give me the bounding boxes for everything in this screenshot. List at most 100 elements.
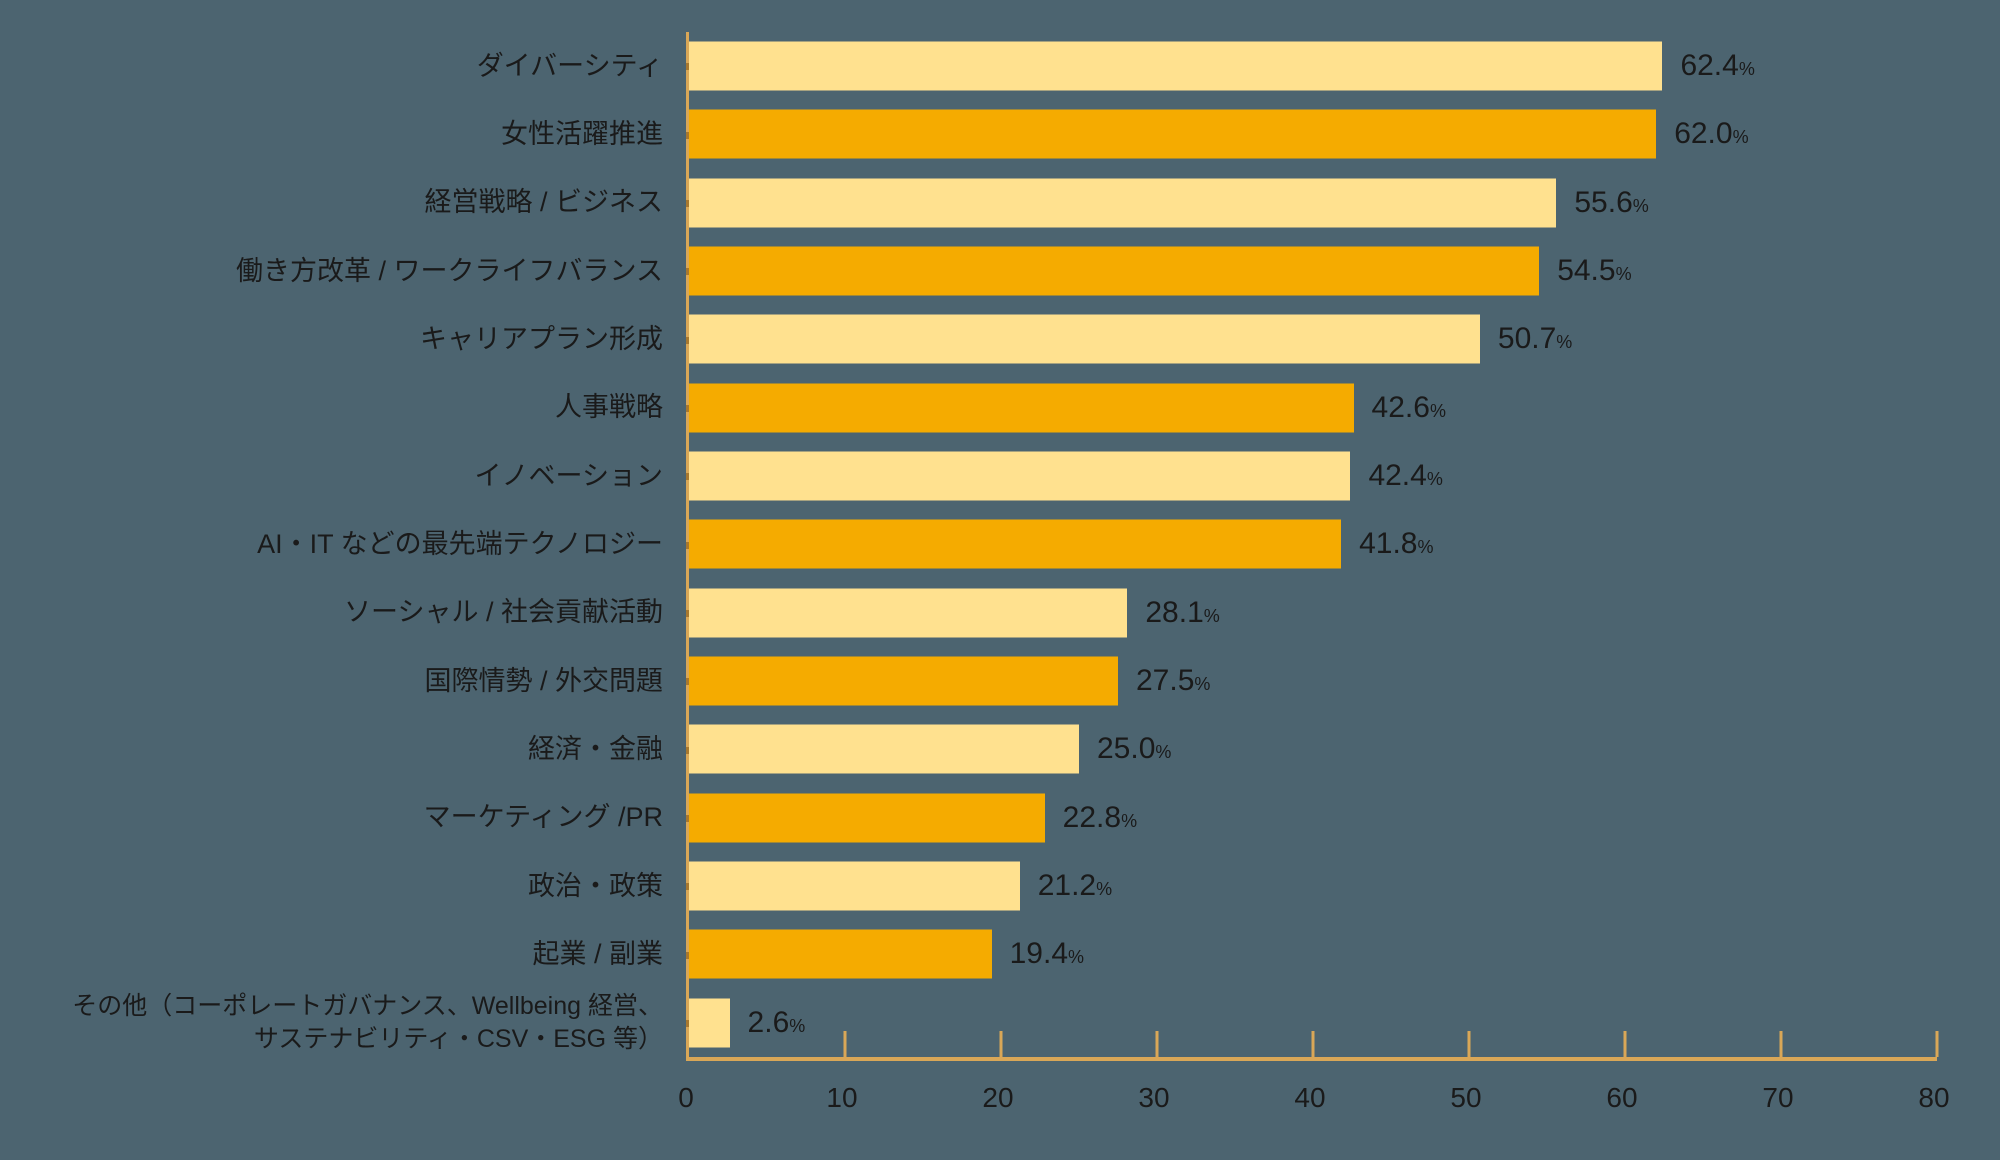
value-number: 19.4 xyxy=(1009,937,1069,971)
bar xyxy=(689,588,1128,638)
bar xyxy=(689,109,1657,159)
value-label: 41.8% xyxy=(1359,527,1433,561)
value-number: 62.4 xyxy=(1680,49,1739,83)
percent-suffix: % xyxy=(1417,537,1434,558)
value-number: 41.8 xyxy=(1359,527,1418,561)
category-axis-labels: ダイバーシティ 女性活躍推進 経営戦略 / ビジネス 働き方改革 / ワークライフバラ… xyxy=(0,32,663,1057)
category-axis-tick xyxy=(686,404,689,412)
bar xyxy=(689,246,1540,296)
x-axis-tick xyxy=(1779,1031,1783,1057)
value-label: 2.6% xyxy=(748,1006,806,1040)
percent-suffix: % xyxy=(789,1015,806,1036)
bar-row: 62.0% xyxy=(689,100,1937,168)
category-label: 経営戦略 / ビジネス xyxy=(424,187,663,218)
category-label: AI・IT などの最先端テクノロジー xyxy=(257,528,663,559)
x-tick-label: 80 xyxy=(1918,1082,1950,1113)
percent-suffix: % xyxy=(1194,674,1211,695)
x-tick-label: 40 xyxy=(1294,1082,1326,1113)
category-label: 国際情勢 / 外交問題 xyxy=(424,665,663,696)
bar-row: 42.4% xyxy=(689,442,1937,510)
category-axis-tick xyxy=(686,814,689,822)
category-axis-tick xyxy=(686,199,689,207)
percent-suffix: % xyxy=(1121,810,1138,831)
bar-row: 2.6% xyxy=(689,989,1937,1057)
x-axis-tick xyxy=(1311,1031,1315,1057)
value-label: 25.0% xyxy=(1097,732,1171,766)
value-number: 21.2 xyxy=(1037,869,1097,903)
bar-row: 28.1% xyxy=(689,579,1937,647)
value-number: 62.0 xyxy=(1674,117,1733,151)
percent-suffix: % xyxy=(1615,264,1632,285)
bar-row: 50.7% xyxy=(689,305,1937,373)
value-label: 28.1% xyxy=(1145,596,1219,630)
value-number: 22.8 xyxy=(1062,800,1122,834)
category-axis-tick xyxy=(686,473,689,481)
x-axis-tick xyxy=(1623,1031,1627,1057)
value-label: 55.6% xyxy=(1574,186,1648,220)
value-number: 55.6 xyxy=(1574,185,1633,219)
value-label: 19.4% xyxy=(1010,937,1084,971)
bar-row: 21.2% xyxy=(689,852,1937,920)
x-tick-label: 70 xyxy=(1762,1082,1794,1113)
percent-suffix: % xyxy=(1429,400,1446,421)
bar-row: 25.0% xyxy=(689,715,1937,783)
category-label: 女性活躍推進 xyxy=(501,118,663,149)
value-number: 28.1 xyxy=(1145,595,1204,629)
bar-row: 55.6% xyxy=(689,169,1937,237)
percent-suffix: % xyxy=(1155,742,1172,763)
percent-suffix: % xyxy=(1632,195,1649,216)
value-number: 27.5 xyxy=(1136,664,1195,698)
percent-suffix: % xyxy=(1732,127,1749,148)
category-label: イノベーション xyxy=(474,460,663,491)
value-label: 22.8% xyxy=(1063,801,1137,835)
x-axis-tick xyxy=(999,1031,1003,1057)
x-axis-tick xyxy=(1155,1031,1159,1057)
percent-suffix: % xyxy=(1556,332,1573,353)
bar xyxy=(689,519,1342,569)
value-label: 62.0% xyxy=(1674,117,1748,151)
bar xyxy=(689,724,1079,774)
bar xyxy=(689,998,730,1048)
value-label: 50.7% xyxy=(1498,322,1572,356)
x-axis-tick xyxy=(1935,1031,1939,1057)
category-axis-tick xyxy=(686,678,689,686)
category-axis-tick xyxy=(686,336,689,344)
category-label: 起業 / 副業 xyxy=(532,938,663,969)
bar-row: 62.4% xyxy=(689,32,1937,100)
category-label: 人事戦略 xyxy=(555,392,663,423)
percent-suffix: % xyxy=(1068,947,1085,968)
bar xyxy=(689,929,992,979)
bar xyxy=(689,41,1663,91)
x-tick-label: 10 xyxy=(826,1082,858,1113)
value-number: 2.6 xyxy=(747,1005,790,1039)
bar xyxy=(689,656,1118,706)
x-tick-label: 30 xyxy=(1138,1082,1170,1113)
bar xyxy=(689,451,1351,501)
x-tick-label: 50 xyxy=(1450,1082,1482,1113)
x-tick-label: 0 xyxy=(678,1082,694,1113)
bar-rows: 62.4% 62.0% 55.6% 54.5% 50.7% 42.6% 42.4% 41.8%… xyxy=(689,32,1937,1057)
value-number: 50.7 xyxy=(1497,322,1557,356)
category-axis-tick xyxy=(686,541,689,549)
x-tick-label: 60 xyxy=(1606,1082,1638,1113)
category-label: ダイバーシティ xyxy=(476,50,663,81)
bar-row: 22.8% xyxy=(689,784,1937,852)
category-axis-tick xyxy=(686,609,689,617)
percent-suffix: % xyxy=(1096,879,1113,900)
bar-row: 41.8% xyxy=(689,510,1937,578)
category-label: 経済・金融 xyxy=(528,733,663,764)
category-label: その他（コーポレートガバナンス、Wellbeing 経営、 サステナビリティ・C… xyxy=(72,992,663,1053)
percent-suffix: % xyxy=(1738,59,1755,80)
category-axis-tick xyxy=(686,268,689,276)
bar-row: 27.5% xyxy=(689,647,1937,715)
category-axis-tick xyxy=(686,1019,689,1027)
bar xyxy=(689,861,1020,911)
value-label: 21.2% xyxy=(1038,869,1112,903)
value-label: 42.6% xyxy=(1372,391,1446,425)
category-axis-tick xyxy=(686,951,689,959)
bar xyxy=(689,383,1354,433)
category-axis-tick xyxy=(686,63,689,71)
category-label: 政治・政策 xyxy=(528,870,663,901)
bar xyxy=(689,793,1045,843)
